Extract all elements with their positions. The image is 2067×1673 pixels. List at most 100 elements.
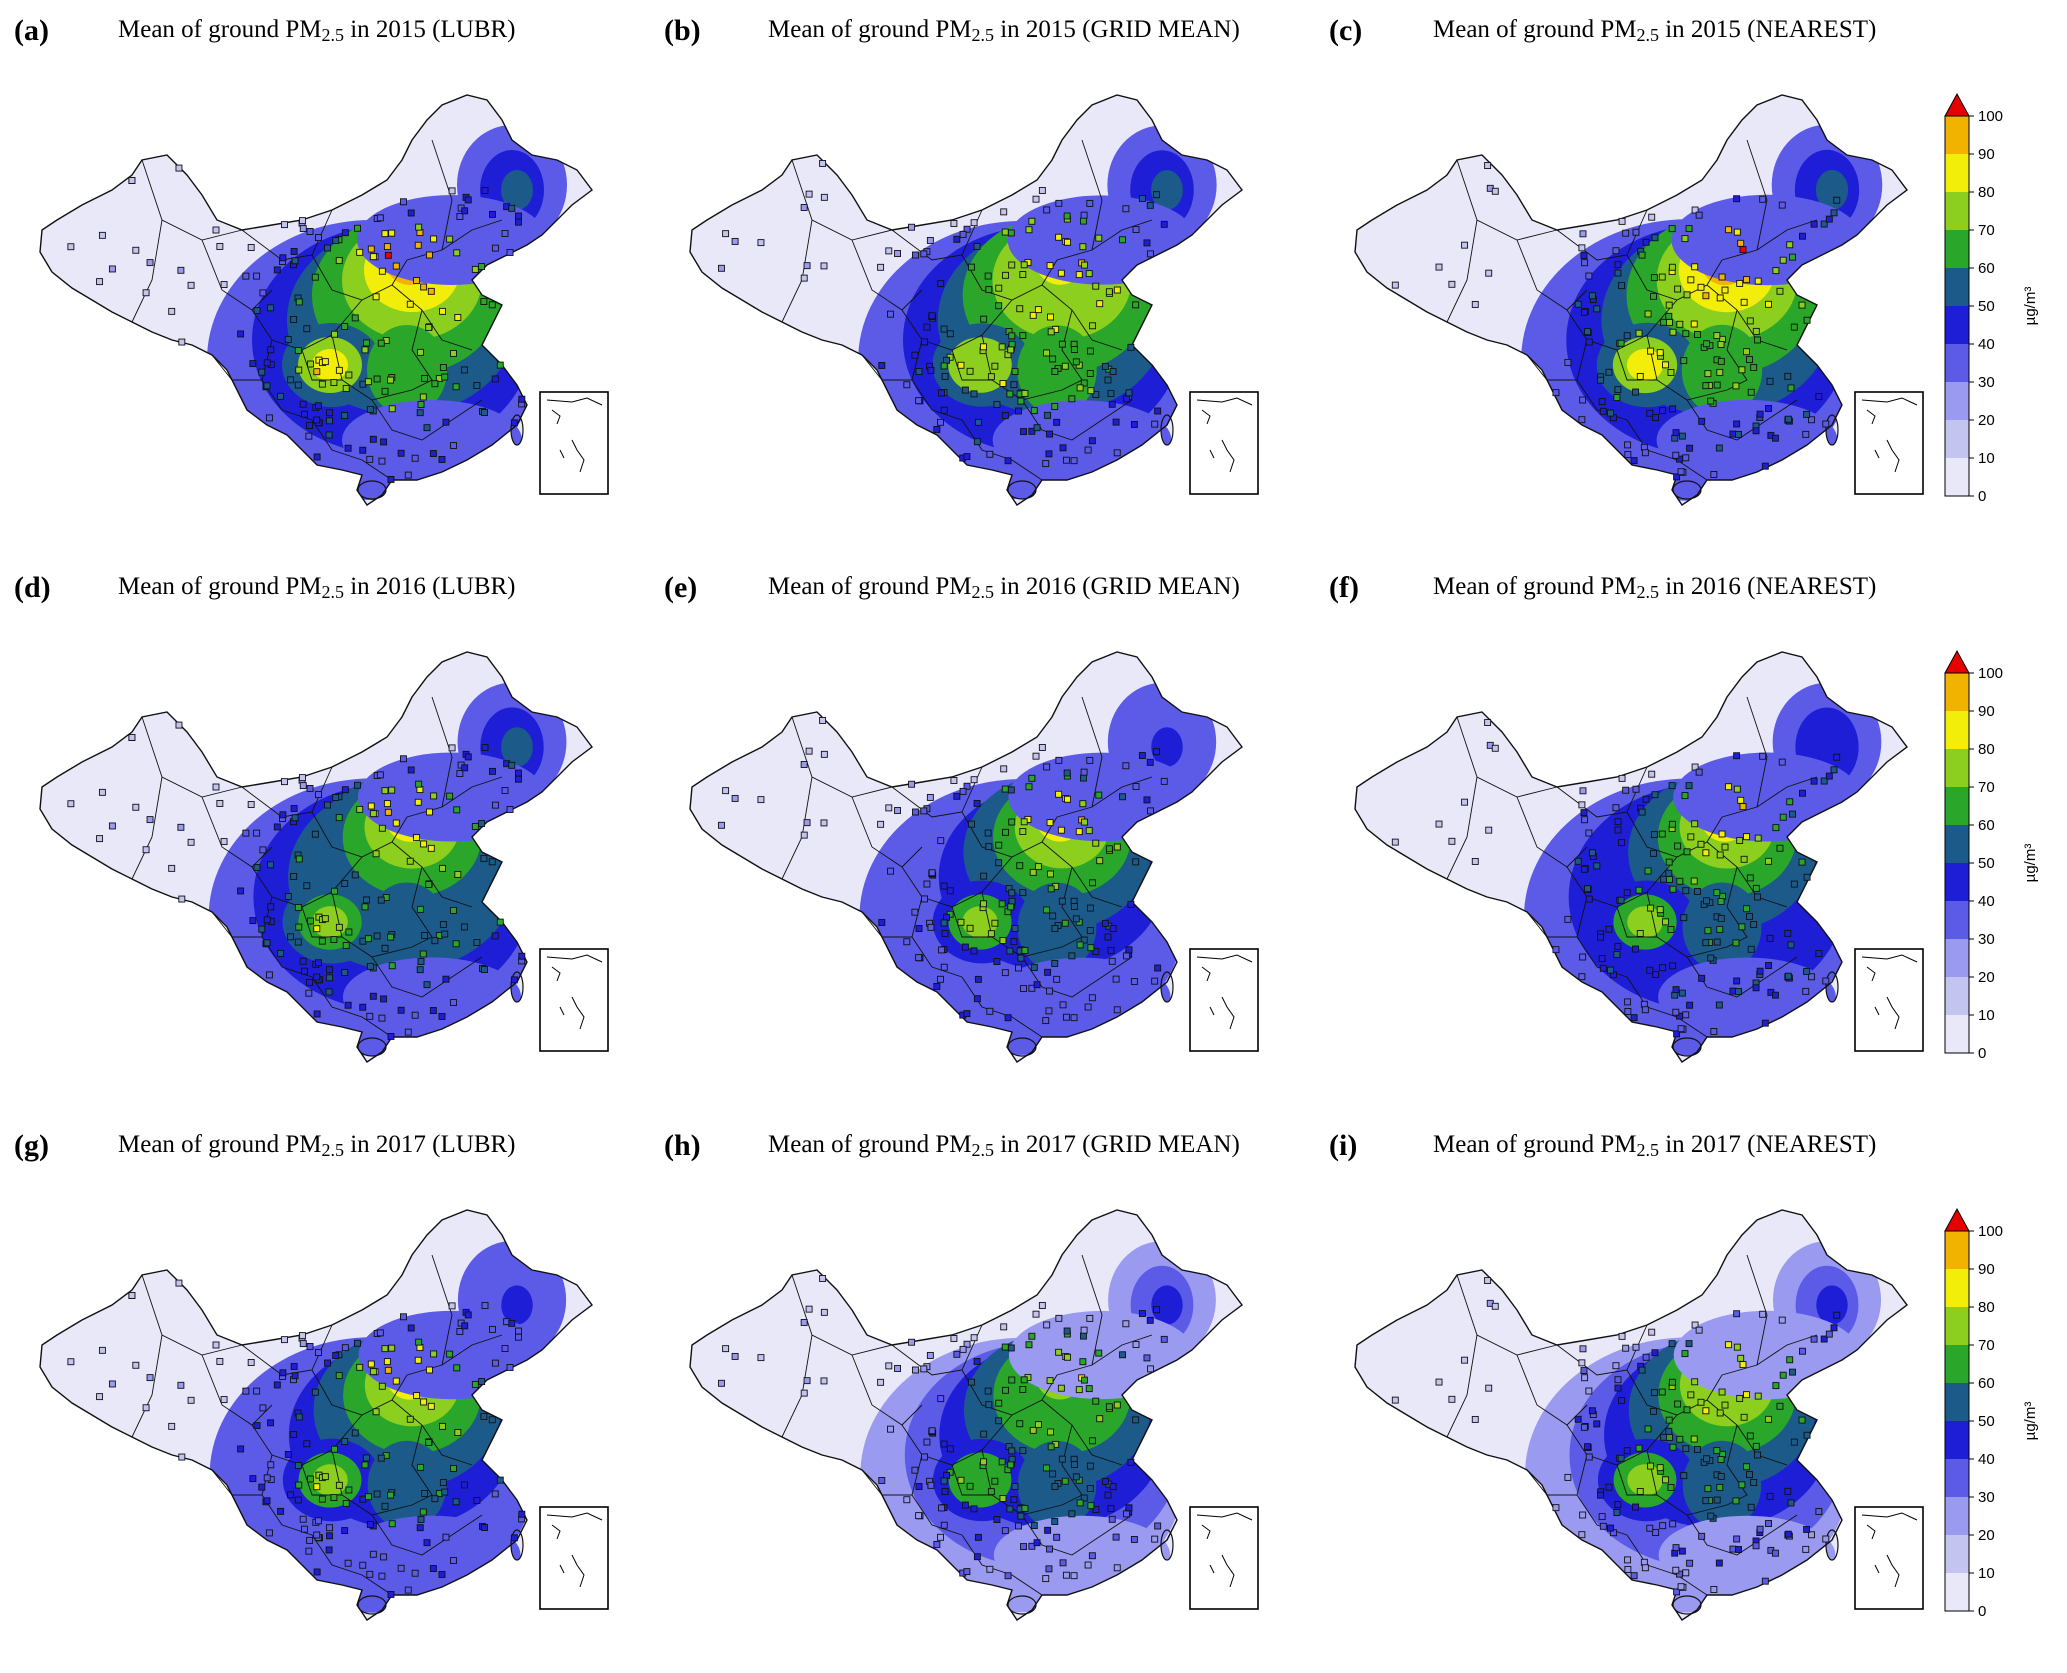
site-marker (452, 383, 460, 391)
site-marker (1001, 785, 1009, 793)
site-marker (1691, 1378, 1699, 1386)
province-boundary (1721, 219, 1818, 261)
site-marker (1624, 1556, 1632, 1564)
site-marker (1028, 984, 1036, 992)
site-marker (315, 791, 322, 799)
site-marker (915, 368, 923, 375)
south-china-sea-inset (1189, 1506, 1259, 1610)
site-marker (464, 196, 472, 204)
site-marker (1733, 752, 1741, 760)
site-marker (937, 1533, 944, 1541)
site-marker (1790, 1438, 1798, 1446)
site-marker (1766, 934, 1774, 942)
site-marker (356, 1363, 364, 1371)
site-marker (1105, 1403, 1113, 1411)
site-marker (1672, 986, 1680, 994)
site-marker (1686, 1001, 1694, 1009)
site-marker (1119, 793, 1127, 801)
site-marker (384, 251, 392, 259)
site-marker (1614, 261, 1622, 269)
site-marker (1690, 320, 1698, 328)
site-marker (1658, 273, 1666, 281)
site-marker (142, 846, 150, 854)
site-marker (1703, 1455, 1710, 1463)
province-boundary (1041, 284, 1123, 351)
site-marker (247, 1359, 255, 1366)
site-marker (819, 1274, 827, 1282)
site-marker (995, 1399, 1003, 1407)
site-marker (1668, 782, 1676, 790)
site-marker (290, 1363, 298, 1370)
site-marker (1683, 848, 1691, 856)
site-marker (1574, 857, 1582, 865)
site-marker (1084, 1561, 1092, 1569)
site-marker (1737, 796, 1745, 804)
panel-title-suffix: in 2015 (LUBR) (343, 16, 516, 43)
site-marker (1008, 1447, 1016, 1455)
site-marker (359, 1561, 367, 1569)
site-marker (973, 438, 981, 446)
site-marker (1617, 1454, 1625, 1462)
site-marker (1051, 924, 1059, 932)
site-marker (1132, 301, 1140, 309)
site-marker (1580, 809, 1588, 817)
site-marker (420, 283, 428, 291)
site-marker (1716, 368, 1724, 376)
site-marker (1057, 826, 1065, 834)
site-marker (450, 1464, 457, 1472)
province-boundary (1446, 776, 1478, 880)
site-marker (877, 820, 885, 828)
site-marker (878, 1477, 886, 1484)
site-marker (267, 346, 275, 354)
south-china-sea-inset (539, 391, 609, 495)
province-boundary (131, 1334, 163, 1438)
site-marker (388, 1344, 396, 1352)
site-marker (295, 1481, 303, 1489)
site-marker (1593, 305, 1601, 313)
site-marker (984, 1387, 992, 1395)
site-marker (253, 864, 261, 872)
site-marker (426, 1366, 433, 1374)
province-boundary (131, 776, 163, 880)
site-marker (335, 366, 343, 374)
colorbar-segment (1945, 268, 1969, 306)
site-marker (1552, 389, 1560, 397)
site-marker (1042, 460, 1050, 468)
site-marker (330, 1494, 338, 1502)
province-boundary (1746, 696, 1768, 808)
province-boundary (1081, 139, 1103, 251)
site-marker (1070, 903, 1078, 911)
site-marker (820, 819, 828, 827)
site-marker (1047, 1428, 1054, 1436)
province-boundary (411, 309, 433, 391)
province-boundary (981, 891, 1063, 958)
site-marker (1683, 291, 1691, 299)
site-marker (1084, 446, 1092, 454)
site-marker (417, 958, 425, 965)
site-marker (330, 379, 338, 387)
site-marker (985, 286, 993, 294)
site-marker (1750, 921, 1758, 928)
site-marker (1765, 1520, 1772, 1527)
site-marker (1779, 1371, 1787, 1379)
site-marker (132, 246, 140, 254)
concentration-field (690, 652, 1242, 1062)
south-china-sea-inset (1854, 391, 1924, 495)
site-marker (98, 1346, 106, 1354)
site-marker (1754, 1392, 1762, 1400)
site-marker (1585, 338, 1593, 346)
site-marker (1742, 1463, 1750, 1471)
south-china-sea-inset (1189, 391, 1259, 495)
site-marker (491, 932, 499, 940)
site-marker (1740, 855, 1748, 863)
site-marker (421, 931, 429, 939)
site-marker (1123, 1510, 1130, 1518)
site-marker (295, 366, 303, 374)
site-marker (332, 237, 340, 244)
site-marker (426, 808, 433, 816)
site-marker (1735, 431, 1742, 438)
site-marker (1635, 886, 1643, 894)
site-marker (1055, 790, 1063, 798)
site-marker (885, 804, 893, 812)
site-marker (344, 1559, 352, 1567)
